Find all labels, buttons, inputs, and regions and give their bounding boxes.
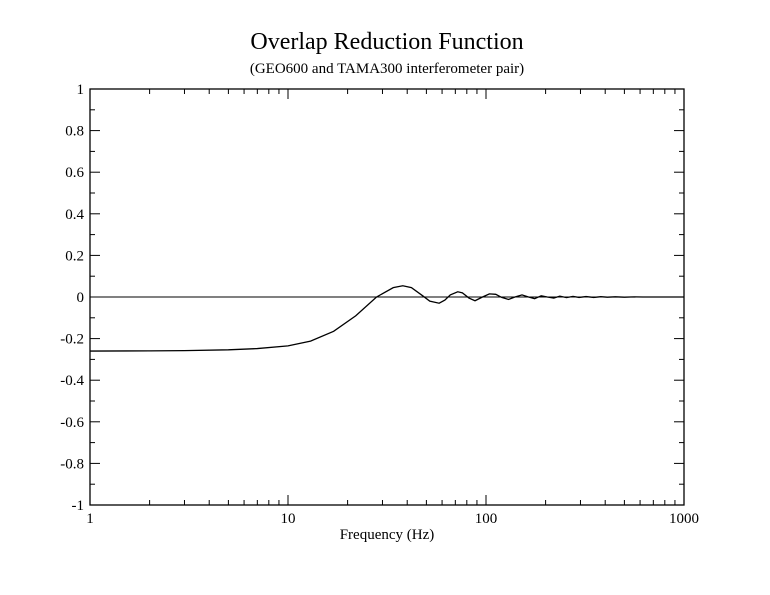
y-tick-label: -0.8 bbox=[60, 456, 84, 472]
plot-area bbox=[89, 285, 684, 352]
x-tick-label: 1 bbox=[86, 511, 94, 527]
y-tick-label: 0 bbox=[77, 290, 85, 306]
y-tick-label: 0.2 bbox=[65, 248, 84, 264]
y-tick-label: -0.6 bbox=[60, 415, 84, 431]
tick-labels: 1 10 100 1000 -1 -0.8 -0.6 -0.4 -0.2 0 0.2 0.4 0.6 0.… bbox=[60, 82, 699, 527]
y-tick-label: -1 bbox=[72, 498, 85, 514]
chart-title: Overlap Reduction Function bbox=[250, 29, 523, 55]
axis-ticks bbox=[89, 88, 685, 506]
y-tick-label: 0.8 bbox=[65, 124, 84, 140]
chart-subtitle: (GEO600 and TAMA300 interferometer pair) bbox=[250, 61, 524, 77]
x-tick-label: 100 bbox=[475, 511, 498, 527]
series-line-0 bbox=[89, 285, 684, 352]
x-tick-label: 1000 bbox=[669, 511, 699, 527]
y-tick-label: 0.6 bbox=[65, 165, 84, 181]
y-tick-label: -0.2 bbox=[60, 332, 84, 348]
y-tick-label: -0.4 bbox=[60, 373, 84, 389]
x-tick-label: 10 bbox=[281, 511, 296, 527]
y-tick-label: 1 bbox=[77, 82, 85, 98]
x-axis-label: Frequency (Hz) bbox=[340, 527, 435, 543]
y-tick-label: 0.4 bbox=[65, 207, 84, 223]
